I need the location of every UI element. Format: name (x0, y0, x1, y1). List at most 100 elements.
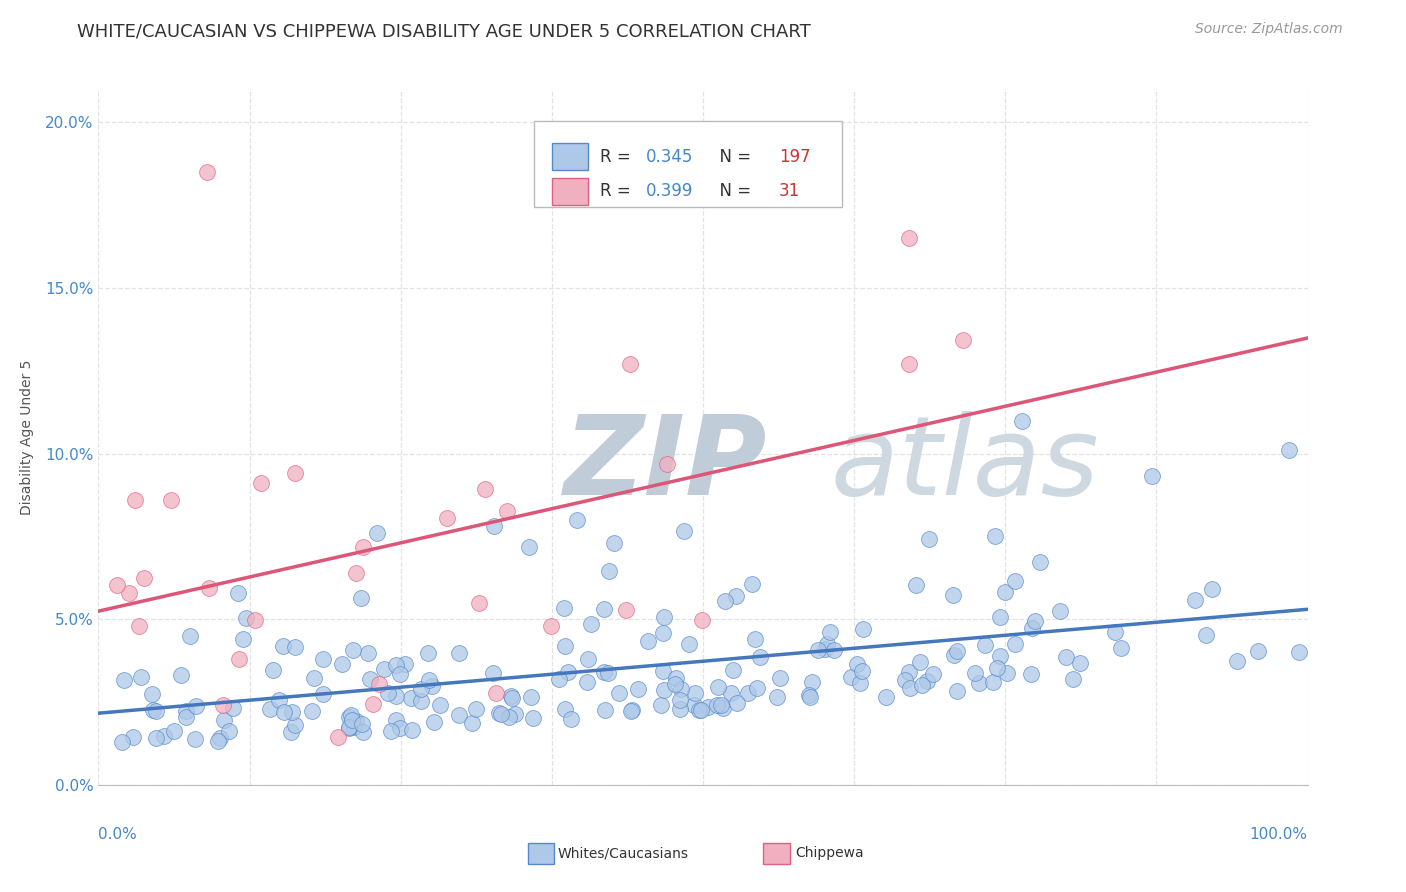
Text: 197: 197 (779, 148, 811, 166)
Point (706, 680, 728, 694)
Text: 0.0%: 0.0% (98, 827, 138, 842)
Point (122, 731, 145, 745)
Point (243, 613, 266, 627)
Point (946, 644, 969, 658)
Point (1288, 645, 1310, 659)
Point (228, 652, 250, 666)
Point (481, 665, 503, 680)
Point (249, 475, 271, 490)
Point (942, 588, 965, 602)
Point (664, 677, 686, 691)
Point (875, 690, 897, 705)
Point (503, 706, 526, 721)
Point (669, 682, 692, 697)
Text: Source: ZipAtlas.com: Source: ZipAtlas.com (1195, 22, 1343, 37)
Point (484, 519, 506, 533)
Point (554, 639, 576, 653)
Point (489, 706, 512, 721)
Point (501, 690, 523, 705)
Point (1011, 413, 1033, 427)
Text: N =: N = (709, 183, 756, 201)
Point (952, 333, 974, 347)
Point (501, 690, 523, 704)
Point (668, 693, 690, 707)
Point (311, 687, 333, 701)
Point (312, 651, 335, 665)
Point (262, 663, 284, 677)
Point (710, 698, 733, 712)
Point (823, 643, 845, 657)
Point (522, 710, 544, 724)
Point (598, 665, 620, 680)
Point (598, 564, 620, 578)
Point (207, 734, 229, 748)
Point (720, 686, 742, 700)
Point (284, 717, 307, 731)
Point (259, 702, 281, 716)
Point (389, 667, 412, 681)
Point (141, 688, 163, 702)
Point (603, 536, 626, 550)
Point (851, 664, 873, 678)
Point (897, 231, 920, 245)
Point (650, 698, 672, 712)
Point (1004, 637, 1026, 651)
Point (897, 357, 920, 371)
Point (1054, 650, 1077, 665)
Point (195, 165, 218, 179)
Point (943, 648, 966, 662)
Point (898, 665, 921, 680)
Point (366, 526, 388, 541)
Point (342, 642, 364, 657)
Point (766, 690, 789, 705)
Point (575, 675, 598, 690)
Point (724, 589, 747, 603)
Point (498, 710, 520, 724)
Point (576, 652, 599, 666)
Point (682, 698, 704, 712)
Point (112, 673, 135, 688)
Point (554, 702, 576, 716)
Point (340, 713, 363, 727)
Point (593, 703, 616, 717)
Point (118, 586, 141, 600)
Point (357, 646, 380, 660)
Point (725, 696, 748, 710)
Text: 0.345: 0.345 (647, 148, 693, 166)
Point (142, 703, 165, 717)
Text: R =: R = (600, 183, 637, 201)
Point (845, 657, 868, 672)
FancyBboxPatch shape (534, 120, 842, 208)
Point (807, 643, 830, 657)
Point (284, 640, 307, 655)
Point (411, 694, 433, 708)
Point (423, 714, 446, 729)
Point (904, 578, 927, 592)
Point (553, 601, 575, 615)
Point (706, 698, 728, 712)
Point (1226, 654, 1249, 668)
Point (222, 700, 245, 714)
Point (665, 671, 688, 685)
Point (946, 684, 969, 698)
Point (226, 586, 249, 600)
Point (894, 673, 917, 687)
Point (1021, 621, 1043, 635)
Point (689, 703, 711, 717)
Text: 100.0%: 100.0% (1250, 827, 1308, 842)
Point (485, 685, 508, 699)
Point (988, 610, 1011, 624)
Point (339, 708, 361, 723)
Point (495, 503, 517, 517)
Point (174, 704, 197, 718)
Point (337, 720, 360, 734)
Point (986, 660, 1008, 674)
Point (908, 656, 931, 670)
Point (852, 622, 875, 636)
Point (898, 681, 921, 696)
Point (301, 704, 323, 718)
Point (747, 681, 769, 696)
Point (652, 609, 675, 624)
Point (713, 594, 735, 608)
Point (373, 662, 395, 676)
